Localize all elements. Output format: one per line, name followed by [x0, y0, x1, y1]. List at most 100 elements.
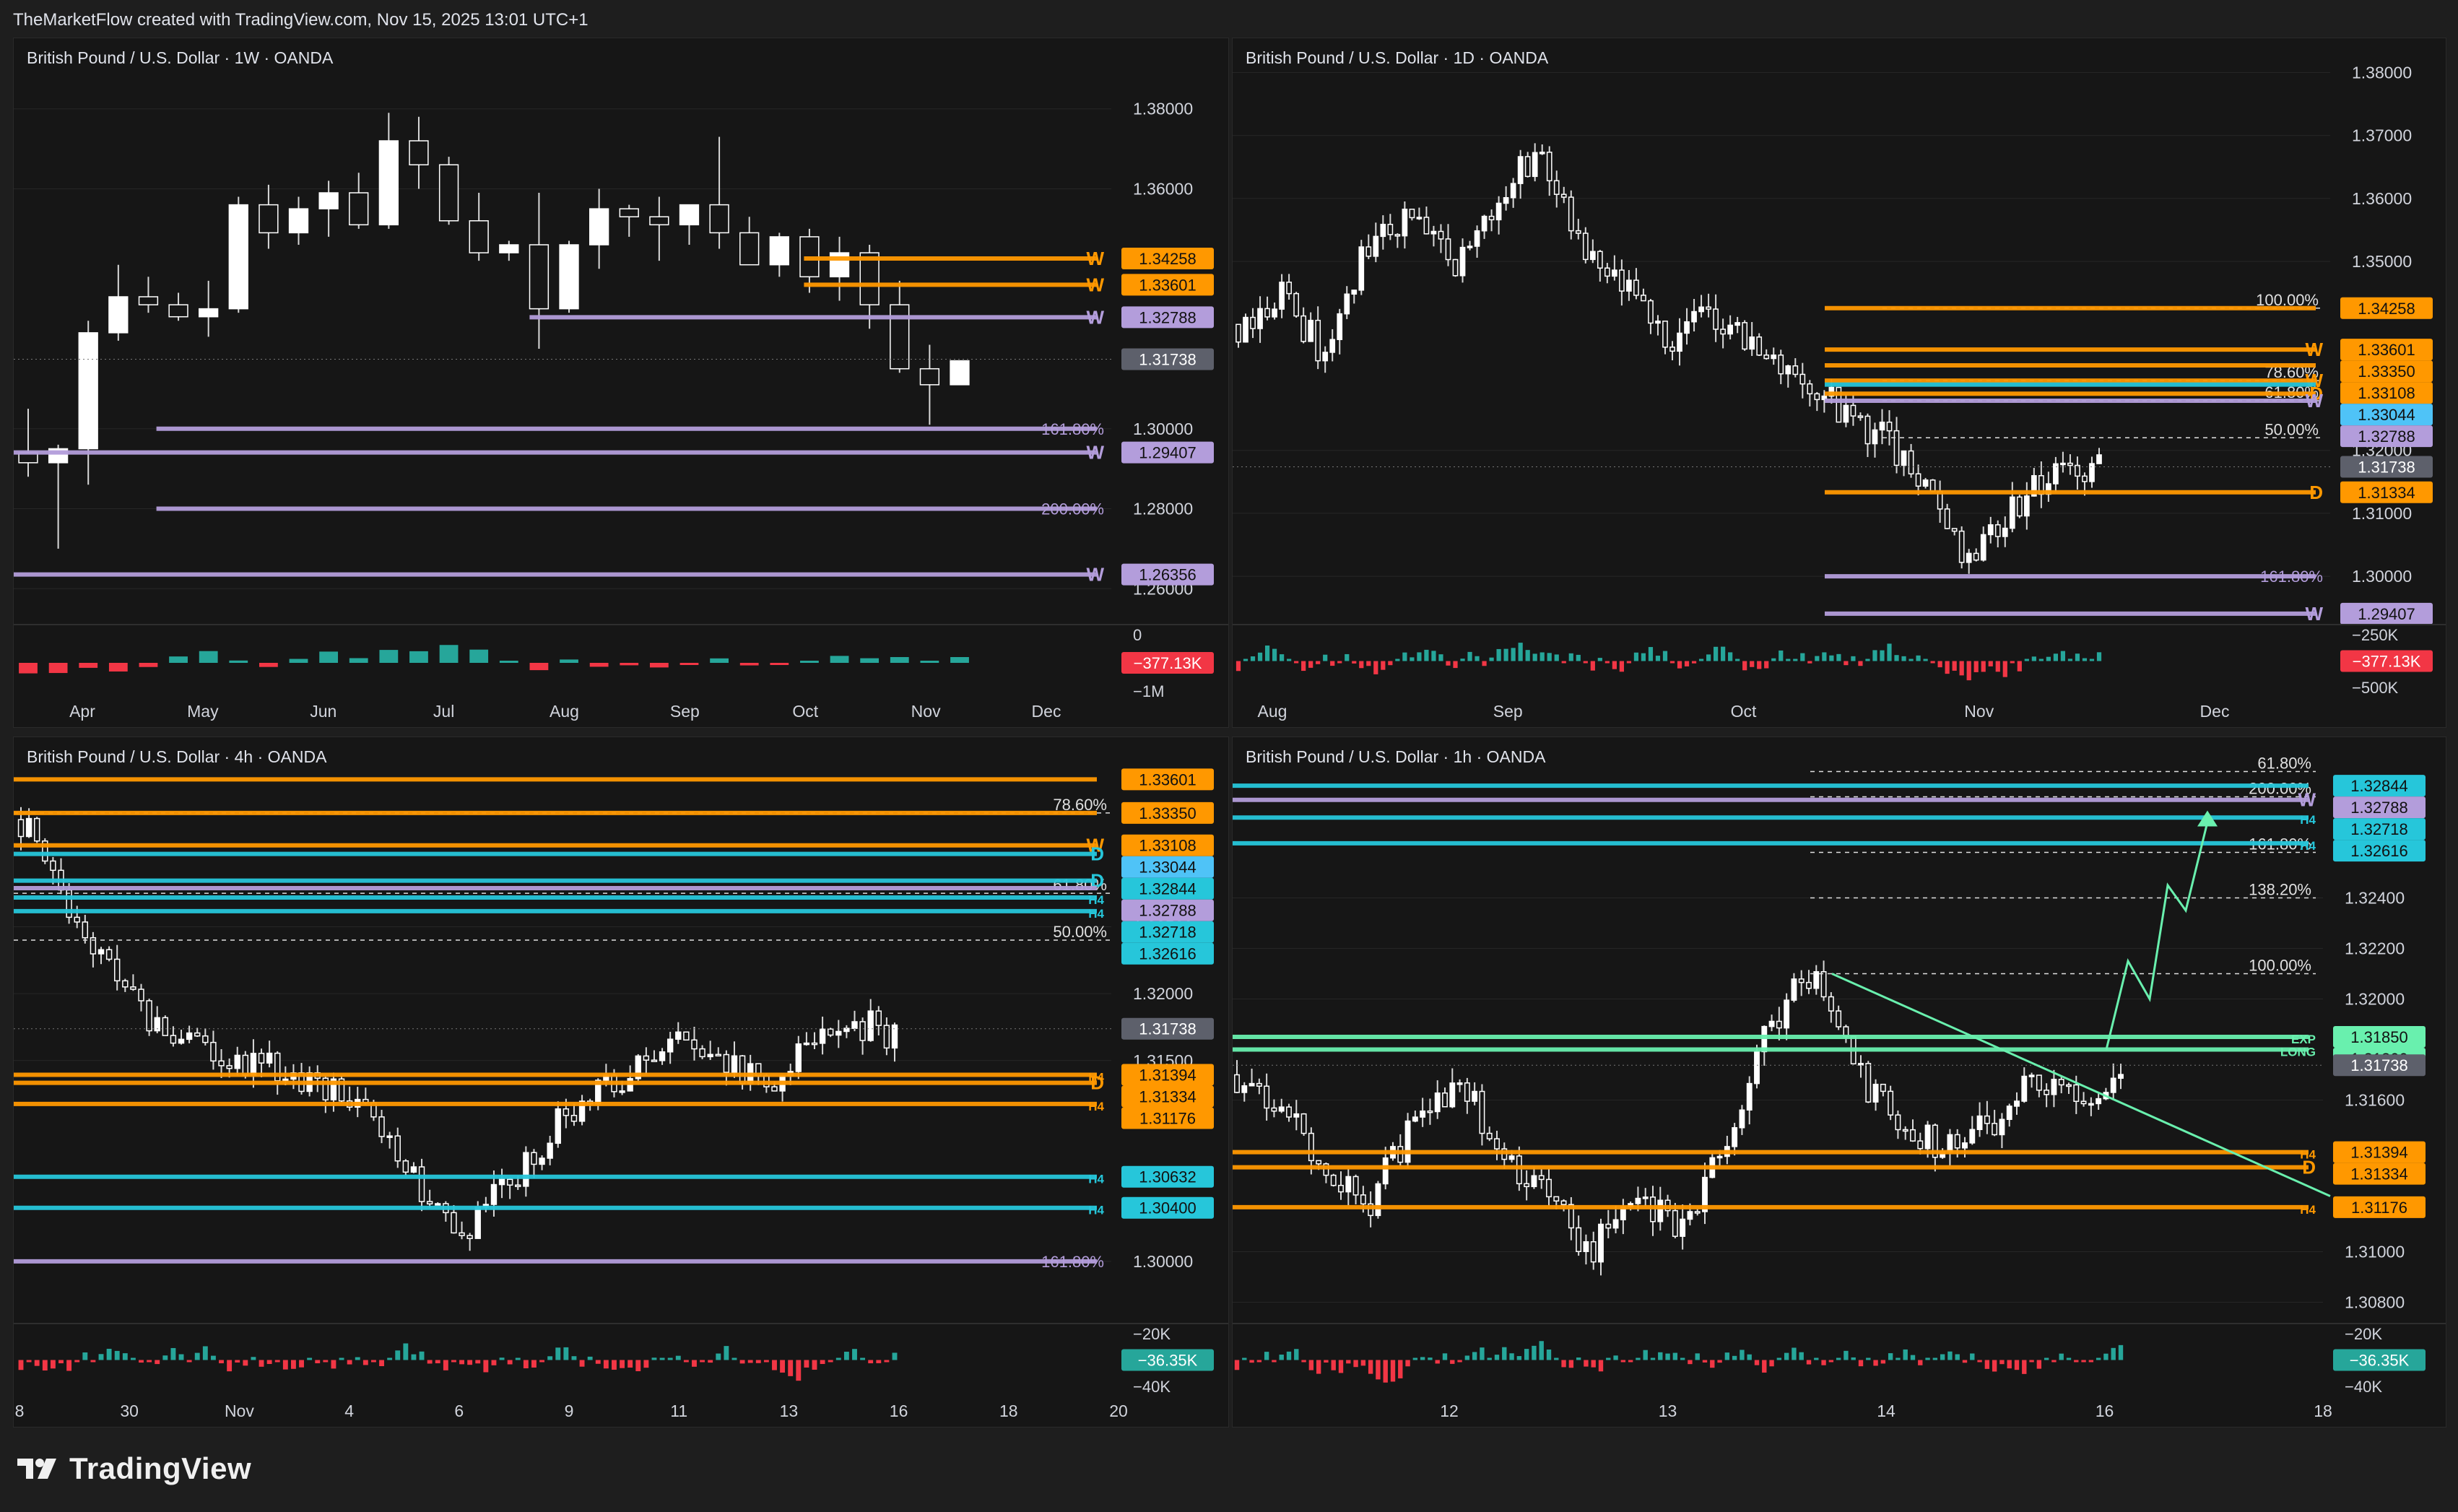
candle-body — [1315, 319, 1321, 362]
candle-body — [162, 1017, 169, 1036]
h1-chart[interactable]: 1.32400 1.32200 1.32000 1.31600 1.31000 1.308… — [1233, 737, 2446, 1427]
price-label: 1.33108 — [2358, 384, 2415, 402]
indicator-bar — [1747, 1354, 1752, 1360]
indicator-bar — [1568, 1360, 1574, 1368]
candle-body — [1430, 230, 1437, 235]
tradingview-logo[interactable]: TradingView — [16, 1451, 251, 1486]
price-label-bg — [1121, 856, 1214, 878]
price-label-bg — [1121, 768, 1214, 791]
price-label: 1.31176 — [2351, 1199, 2407, 1217]
indicator-bar — [876, 1360, 882, 1363]
projection-arrowhead — [2197, 810, 2218, 827]
indicator-bar — [643, 1360, 649, 1368]
indicator-bar — [1532, 1345, 1537, 1360]
candle-body — [1272, 308, 1277, 318]
indicator-bar — [579, 1360, 585, 1367]
candle-body — [619, 208, 639, 217]
y-tick-label: 1.38000 — [1133, 100, 1193, 118]
indicator-bar — [1584, 1360, 1589, 1367]
candle-body — [819, 1028, 826, 1044]
indicator-bar — [1257, 652, 1263, 661]
price-label-bg — [2340, 382, 2433, 404]
indicator-bar — [1352, 661, 1357, 664]
candle-body — [1814, 393, 1820, 401]
candle-body — [1368, 1203, 1374, 1217]
candle-body — [531, 1152, 537, 1165]
candle-body — [1241, 1085, 1248, 1093]
fib-label: 78.60% — [1053, 796, 1107, 814]
indicator-bar — [122, 1353, 128, 1360]
indicator-bar — [114, 1350, 120, 1360]
y-tick-label: 1.30000 — [1133, 1252, 1193, 1271]
price-label: 1.29407 — [1139, 444, 1197, 462]
candle-body — [1716, 1155, 1723, 1159]
indicator-bar — [763, 1360, 769, 1363]
h1-chart-panel[interactable]: 1.32400 1.32200 1.32000 1.31600 1.31000 1.308… — [1232, 737, 2446, 1428]
candle-body — [1568, 1204, 1574, 1229]
price-label: 1.31176 — [1139, 1109, 1196, 1127]
indicator-bar — [2024, 659, 2029, 661]
candle-body — [259, 204, 279, 234]
indicator-bar — [1735, 659, 1740, 661]
price-label-bg — [1121, 1165, 1214, 1188]
indicator-bar — [1368, 1360, 1373, 1374]
indicator-bar — [2088, 1360, 2094, 1363]
candle-body — [1575, 230, 1581, 234]
tradingview-mark-icon — [17, 1459, 56, 1479]
candle-body — [539, 1157, 545, 1165]
level-tag: H4 — [1088, 1100, 1104, 1113]
fib-label: 138.20% — [2249, 881, 2311, 899]
indicator-bar — [1793, 659, 1798, 661]
indicator-bar — [892, 1352, 898, 1360]
h4-chart[interactable]: 1.325001.320001.315001.30000830Nov469111… — [14, 737, 1228, 1427]
indicator-bar — [1771, 658, 1776, 661]
candle-body — [715, 1053, 721, 1057]
level-tag: W — [1086, 442, 1104, 464]
indicator-value: −36.35K — [2350, 1352, 2410, 1370]
candle-body — [168, 304, 188, 318]
indicator-bar — [130, 1357, 136, 1360]
candle-body — [709, 204, 729, 234]
indicator-bar — [1757, 661, 1762, 669]
candle-body — [1531, 1175, 1537, 1188]
candle-body — [523, 1152, 529, 1187]
indicator-bar — [1821, 1360, 1826, 1365]
trendline — [1831, 973, 2331, 1197]
indicator-bar — [659, 1357, 665, 1360]
daily-chart[interactable]: 1.380001.370001.360001.350001.320001.310… — [1233, 38, 2446, 727]
price-label: 1.30400 — [1139, 1199, 1197, 1217]
projection-path — [2105, 822, 2209, 1050]
indicator-bar — [290, 1360, 296, 1369]
candle-body — [378, 140, 399, 226]
h4-chart-panel[interactable]: 1.325001.320001.315001.30000830Nov469111… — [13, 737, 1229, 1428]
candle-body — [1568, 196, 1574, 232]
indicator-bar — [155, 1360, 160, 1365]
indicator-bar — [1604, 661, 1610, 664]
daily-chart-panel[interactable]: 1.38000 1.37000 1.36000 1.35000 1.32000 1.310… — [1232, 38, 2446, 728]
y-tick-label: 1.37000 — [2352, 126, 2412, 145]
indicator-bar — [1496, 648, 1501, 661]
candle-body — [499, 244, 519, 253]
candle-body — [1872, 429, 1878, 445]
price-label: 1.32788 — [2358, 427, 2415, 446]
indicator-bar — [603, 1360, 609, 1369]
indicator-bar — [1243, 659, 1248, 661]
indicator-bar — [411, 1354, 417, 1360]
price-label-bg — [1121, 1107, 1214, 1129]
candle-body — [2082, 475, 2088, 482]
indicator-bar — [1457, 1360, 1462, 1363]
indicator-bar — [1576, 654, 1581, 661]
candle-body — [1576, 1227, 1582, 1253]
candle-body — [1917, 1140, 1924, 1150]
candle-body — [1605, 1223, 1612, 1229]
candle-body — [288, 208, 309, 234]
indicator-bar — [1250, 656, 1256, 661]
indicator-bar — [1665, 1353, 1670, 1360]
indicator-bar — [2075, 653, 2080, 661]
indicator-bar — [1366, 661, 1371, 666]
indicator-bar — [266, 1360, 272, 1365]
weekly-chart-panel[interactable]: 1.38000 1.36000 1.30000 1.28000 1.26000 Apr Ma… — [13, 38, 1229, 728]
y-tick-label: 1.32000 — [1133, 984, 1193, 1003]
indicator-bar — [635, 1360, 641, 1372]
